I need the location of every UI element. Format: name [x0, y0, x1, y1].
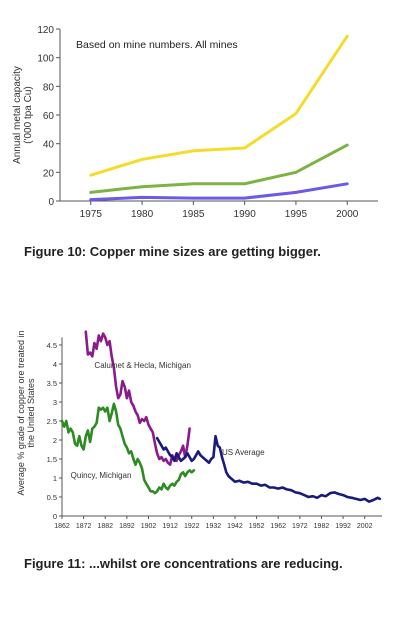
figure-11-chart: 0 0.5 1 1.5 2 2.5 3 3.5 4 4.5 1862 1872 1882 1892 1902…	[16, 330, 382, 530]
x-tick-label-8: 1942	[227, 523, 243, 530]
y-tick-label-2: 40	[43, 140, 55, 151]
y-tick-label-3: 60	[43, 111, 55, 122]
x-tick-label-14: 2002	[357, 523, 373, 530]
y-tick-label-8: 4	[53, 360, 57, 369]
series-line-1	[89, 143, 349, 194]
x-tick-label-10: 1962	[270, 523, 286, 530]
y-tick-label-2: 1	[53, 474, 57, 483]
x-tick-label-5: 2000	[336, 209, 359, 220]
figure-11-caption: Figure 11: ...whilst ore concentrations …	[24, 556, 343, 571]
x-tick-label-6: 1922	[184, 523, 200, 530]
y-tick-label-6: 3	[53, 398, 57, 407]
series-line-2	[89, 182, 349, 202]
y-axis-label: Average % grade of copper ore treated in…	[16, 331, 36, 496]
series-label-2: US Average	[222, 448, 265, 457]
x-tick-label-12: 1982	[314, 523, 330, 530]
y-tick-label-0: 0	[48, 197, 54, 208]
y-tick-label-5: 100	[37, 54, 54, 65]
x-tick-label-1: 1872	[76, 523, 92, 530]
series-label-1: Quincy, Michigan	[71, 471, 132, 480]
x-tick-label-1: 1980	[131, 209, 154, 220]
y-tick-label-1: 0.5	[47, 493, 57, 502]
chart-annotation: Based on mine numbers. All mines	[76, 39, 238, 51]
y-tick-label-0: 0	[53, 512, 57, 521]
y-tick-label-9: 4.5	[47, 341, 57, 350]
x-tick-label-0: 1862	[54, 523, 70, 530]
y-tick-label-1: 20	[43, 168, 55, 179]
figure-10-caption: Figure 10: Copper mine sizes are getting…	[24, 244, 321, 259]
x-tick-label-4: 1902	[141, 523, 157, 530]
x-tick-label-2: 1985	[182, 209, 205, 220]
x-tick-label-3: 1990	[234, 209, 257, 220]
y-tick-label-5: 2.5	[47, 417, 57, 426]
y-tick-label-4: 2	[53, 436, 57, 445]
x-tick-label-4: 1995	[285, 209, 308, 220]
y-tick-label-4: 80	[43, 82, 55, 93]
x-tick-label-11: 1972	[292, 523, 308, 530]
y-axis-label: Annual metal capacity('000 tpa Cu)	[12, 66, 34, 164]
x-tick-label-3: 1892	[119, 523, 135, 530]
series-line-0	[84, 330, 191, 466]
y-tick-label-7: 3.5	[47, 379, 57, 388]
series-label-0: Calumet & Hecla, Michigan	[94, 361, 190, 370]
series-line-0	[89, 34, 349, 177]
series-line-1	[60, 402, 196, 495]
y-tick-label-6: 120	[37, 25, 54, 36]
x-tick-label-13: 1992	[335, 523, 351, 530]
series-line-2	[155, 434, 382, 503]
x-tick-label-5: 1912	[162, 523, 178, 530]
y-tick-label-3: 1.5	[47, 455, 57, 464]
x-tick-label-7: 1932	[206, 523, 222, 530]
x-tick-label-9: 1952	[249, 523, 265, 530]
x-tick-label-2: 1882	[97, 523, 113, 530]
x-tick-label-0: 1975	[80, 209, 103, 220]
figure-10-chart: 0 20 40 60 80 100 120 1975 1980 1985 1990 1995 2000 B…	[12, 25, 378, 220]
